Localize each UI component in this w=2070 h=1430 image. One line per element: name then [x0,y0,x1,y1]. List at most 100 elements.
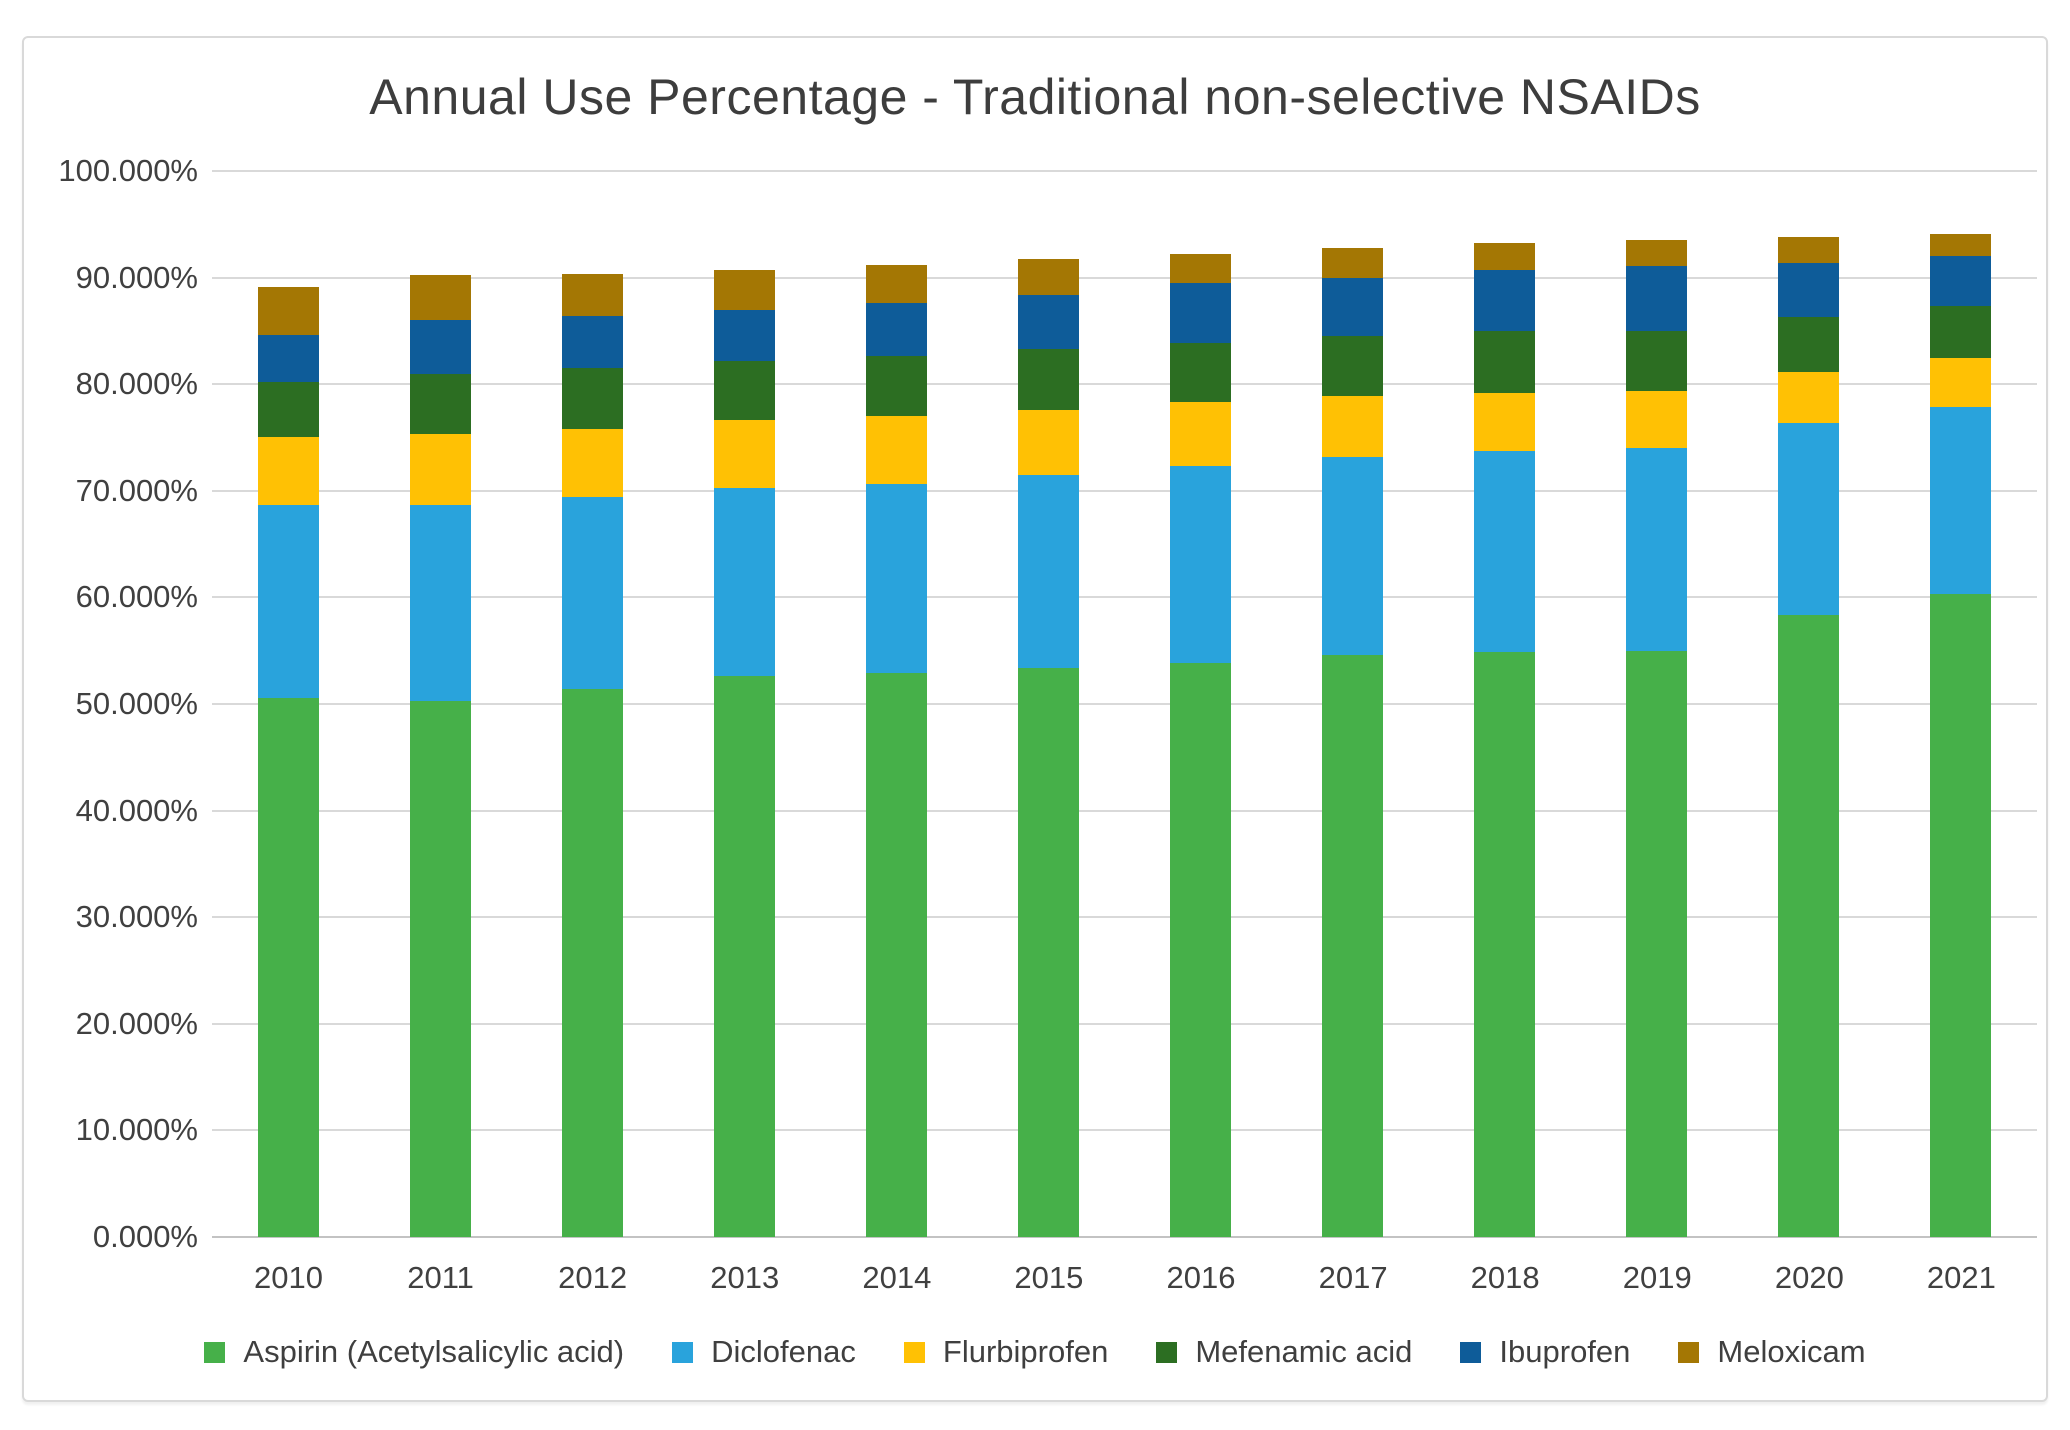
y-axis-tick-label: 70.000% [75,472,198,508]
x-axis-label-2012: 2012 [558,1260,628,1295]
y-axis-tick-label: 90.000% [75,259,198,295]
bar-segment-diclofenac [1474,451,1536,652]
gridline [212,170,2037,172]
bar-segment-diclofenac [1930,406,1992,595]
bar-segment-ibuprofen [1778,262,1840,318]
bar-segment-ibuprofen [561,315,623,369]
gridline [212,276,2037,279]
bar-segment-flurbiprofen [865,416,927,485]
bar-segment-ibuprofen [865,303,927,357]
bar-segment-ibuprofen [1930,256,1992,307]
legend-label-flurbiprofen: Flurbiprofen [942,1334,1109,1369]
bar-segment-mefenamic-acid [257,382,319,438]
bar-segment-meloxicam [1626,240,1688,266]
y-axis-tick-label: 50.000% [75,686,198,721]
bar-segment-aspirin [1930,594,1992,1237]
x-axis-label-2021: 2021 [1926,1260,1996,1295]
legend-item-diclofenac: Diclofenac [672,1334,856,1370]
bar-segment-meloxicam [865,264,927,304]
x-axis-label-2019: 2019 [1622,1260,1692,1295]
bar-segment-aspirin [409,700,471,1237]
bar-2011 [409,275,471,1237]
bar-segment-mefenamic-acid [561,368,623,429]
legend-label-diclofenac: Diclofenac [711,1334,856,1369]
chart-title: Annual Use Percentage - Traditional non-… [369,69,1701,125]
gridline [212,383,2037,386]
bar-segment-flurbiprofen [1322,395,1384,457]
x-axis-label-2020: 2020 [1774,1260,1844,1295]
y-axis-tick-label: 0.000% [92,1219,198,1254]
bar-2020 [1778,237,1840,1237]
y-axis-tick-label: 100.000% [58,153,198,188]
bar-segment-diclofenac [1017,474,1079,668]
x-axis-label-2010: 2010 [254,1260,323,1295]
gridline [212,1022,2037,1025]
bar-segment-mefenamic-acid [1017,349,1079,410]
bar-segment-flurbiprofen [409,434,471,505]
y-axis-tick-label: 60.000% [75,579,198,615]
legend-item-meloxicam: Meloxicam [1678,1334,1866,1370]
legend-label-meloxicam: Meloxicam [1717,1334,1866,1369]
bar-segment-diclofenac [1778,422,1840,616]
bar-segment-ibuprofen [257,335,319,383]
bar-2016 [1170,254,1232,1237]
gridline [212,703,2037,705]
legend-swatch-flurbiprofen [903,1341,925,1363]
bar-segment-mefenamic-acid [1170,342,1232,403]
bar-segment-ibuprofen [1626,265,1688,331]
bar-segment-meloxicam [1322,247,1384,278]
legend-label-aspirin: Aspirin (Acetylsalicylic acid) [243,1334,625,1369]
bar-segment-diclofenac [865,484,927,674]
bar-segment-diclofenac [409,504,471,701]
legend-swatch-aspirin [204,1341,226,1363]
bar-segment-aspirin [561,689,623,1237]
bar-segment-diclofenac [1170,466,1232,664]
x-axis-label-2016: 2016 [1166,1260,1236,1295]
bar-segment-mefenamic-acid [1322,336,1384,396]
bar-2018 [1474,243,1536,1237]
bar-segment-meloxicam [1778,237,1840,263]
bar-segment-meloxicam [409,275,471,321]
y-axis-tick-label: 30.000% [75,899,198,935]
bar-segment-mefenamic-acid [1474,330,1536,393]
legend-item-ibuprofen: Ibuprofen [1460,1334,1630,1370]
bar-segment-meloxicam [1017,259,1079,295]
bar-segment-flurbiprofen [561,428,623,498]
bar-segment-ibuprofen [409,320,471,374]
bar-segment-ibuprofen [1474,270,1536,331]
bar-segment-aspirin [1017,667,1079,1237]
gridline [212,489,2037,492]
bar-segment-aspirin [1474,651,1536,1237]
x-axis-label-2011: 2011 [407,1260,474,1295]
bar-segment-meloxicam [1930,233,1992,257]
bar-segment-meloxicam [257,287,319,336]
bar-segment-flurbiprofen [713,420,775,488]
bar-segment-diclofenac [1322,456,1384,655]
bar-segment-aspirin [1778,615,1840,1237]
x-axis-label-2015: 2015 [1014,1260,1084,1295]
legend-item-flurbiprofen: Flurbiprofen [903,1334,1109,1370]
legend-swatch-meloxicam [1678,1341,1700,1363]
bar-segment-mefenamic-acid [1930,306,1992,358]
bar-segment-meloxicam [713,270,775,310]
legend-label-ibuprofen: Ibuprofen [1499,1334,1631,1369]
bar-segment-aspirin [713,676,775,1237]
bar-segment-flurbiprofen [1170,402,1232,467]
bar-2013 [713,270,775,1237]
gridline [212,1129,2037,1132]
bar-segment-diclofenac [561,497,623,690]
bar-segment-diclofenac [257,504,319,698]
bar-segment-flurbiprofen [1474,392,1536,452]
legend-item-aspirin: Aspirin (Acetylsalicylic acid) [204,1334,624,1370]
legend-swatch-ibuprofen [1460,1341,1482,1363]
bar-2012 [561,274,623,1237]
bar-segment-flurbiprofen [1778,372,1840,423]
bar-2017 [1322,247,1384,1237]
bar-segment-mefenamic-acid [1626,330,1688,391]
y-axis-tick-label: 80.000% [75,366,198,402]
bar-segment-aspirin [1170,663,1232,1237]
bar-segment-flurbiprofen [1626,390,1688,449]
y-axis-tick-label: 40.000% [75,792,198,828]
plot-area: 0.000% 10.000% 20.000% 30.000% 40.000% 50.000… [24,38,2046,1400]
bar-segment-diclofenac [713,487,775,677]
